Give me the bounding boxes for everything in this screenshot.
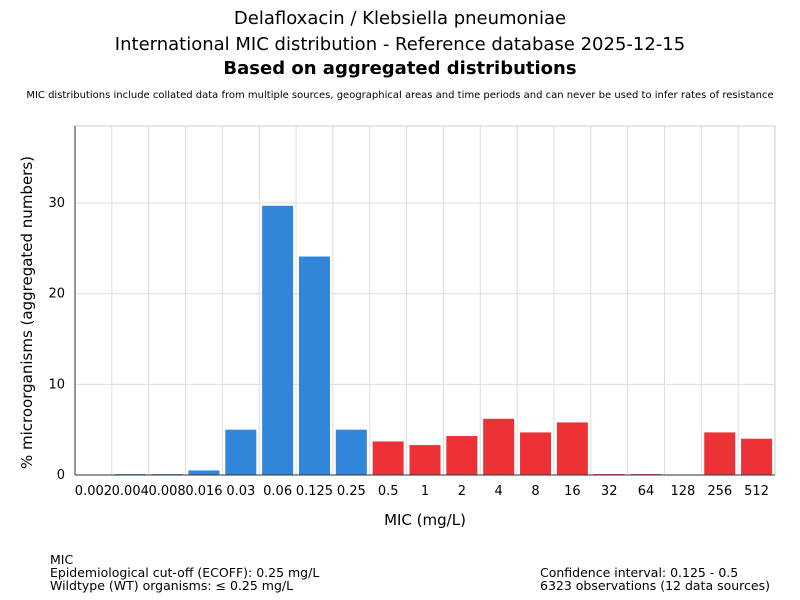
- footer-observations: 6323 observations (12 data sources): [540, 578, 770, 593]
- y-tick-label: 0: [57, 468, 65, 483]
- bar-0.5: [372, 441, 404, 475]
- x-tick-label: 2: [458, 484, 466, 499]
- bar-16: [556, 422, 588, 475]
- footer-ecoff: Epidemiological cut-off (ECOFF): 0.25 mg…: [50, 565, 320, 580]
- bar-256: [704, 432, 736, 475]
- x-tick-label: 0.03: [226, 484, 255, 499]
- x-tick-label: 0.002: [75, 484, 112, 499]
- bar-0.125: [298, 256, 330, 475]
- x-axis-title: MIC (mg/L): [384, 511, 466, 529]
- x-tick-label: 16: [564, 484, 581, 499]
- x-tick-label: 512: [744, 484, 769, 499]
- bar-2: [446, 436, 478, 475]
- x-tick-label: 0.25: [337, 484, 366, 499]
- y-tick-label: 20: [48, 287, 65, 302]
- chart-subtitle: International MIC distribution - Referen…: [114, 34, 686, 55]
- x-tick-label: 32: [601, 484, 618, 499]
- footer-right: Confidence interval: 0.125 - 0.5 6323 ob…: [540, 566, 770, 592]
- x-tick-label: 128: [670, 484, 695, 499]
- bar-0.03: [225, 429, 257, 475]
- bar-1: [409, 445, 441, 475]
- footer-mic-label: MIC: [50, 552, 74, 567]
- bar-512: [741, 438, 773, 475]
- x-tick-label: 1: [421, 484, 429, 499]
- x-tick-label: 0.5: [378, 484, 399, 499]
- y-tick-label: 30: [48, 196, 65, 211]
- chart-note: MIC distributions include collated data …: [26, 90, 774, 101]
- footer-wildtype: Wildtype (WT) organisms: ≤ 0.25 mg/L: [50, 578, 294, 593]
- x-tick-label: 0.016: [185, 484, 222, 499]
- x-tick-label: 0.004: [112, 484, 149, 499]
- footer-left: MIC Epidemiological cut-off (ECOFF): 0.2…: [50, 553, 319, 592]
- bar-0.25: [335, 429, 367, 475]
- x-tick-label: 8: [531, 484, 539, 499]
- footer-confidence-interval: Confidence interval: 0.125 - 0.5: [540, 565, 739, 580]
- x-tick-label: 256: [707, 484, 732, 499]
- x-tick-label: 0.06: [263, 484, 292, 499]
- x-tick-label: 64: [638, 484, 655, 499]
- bar-8: [520, 432, 552, 475]
- x-tick-label: 4: [495, 484, 503, 499]
- bar-0.016: [188, 470, 220, 475]
- y-tick-label: 10: [48, 377, 65, 392]
- x-tick-label: 0.008: [148, 484, 185, 499]
- bar-0.06: [262, 205, 294, 475]
- bar-4: [483, 418, 515, 475]
- y-axis-title: % microorganisms (aggregated numbers): [18, 156, 36, 469]
- plot-frame: [74, 125, 776, 476]
- x-tick-label: 0.125: [296, 484, 333, 499]
- chart-title: Delafloxacin / Klebsiella pneumoniae: [233, 8, 567, 29]
- chart-subtitle-bold: Based on aggregated distributions: [223, 58, 577, 79]
